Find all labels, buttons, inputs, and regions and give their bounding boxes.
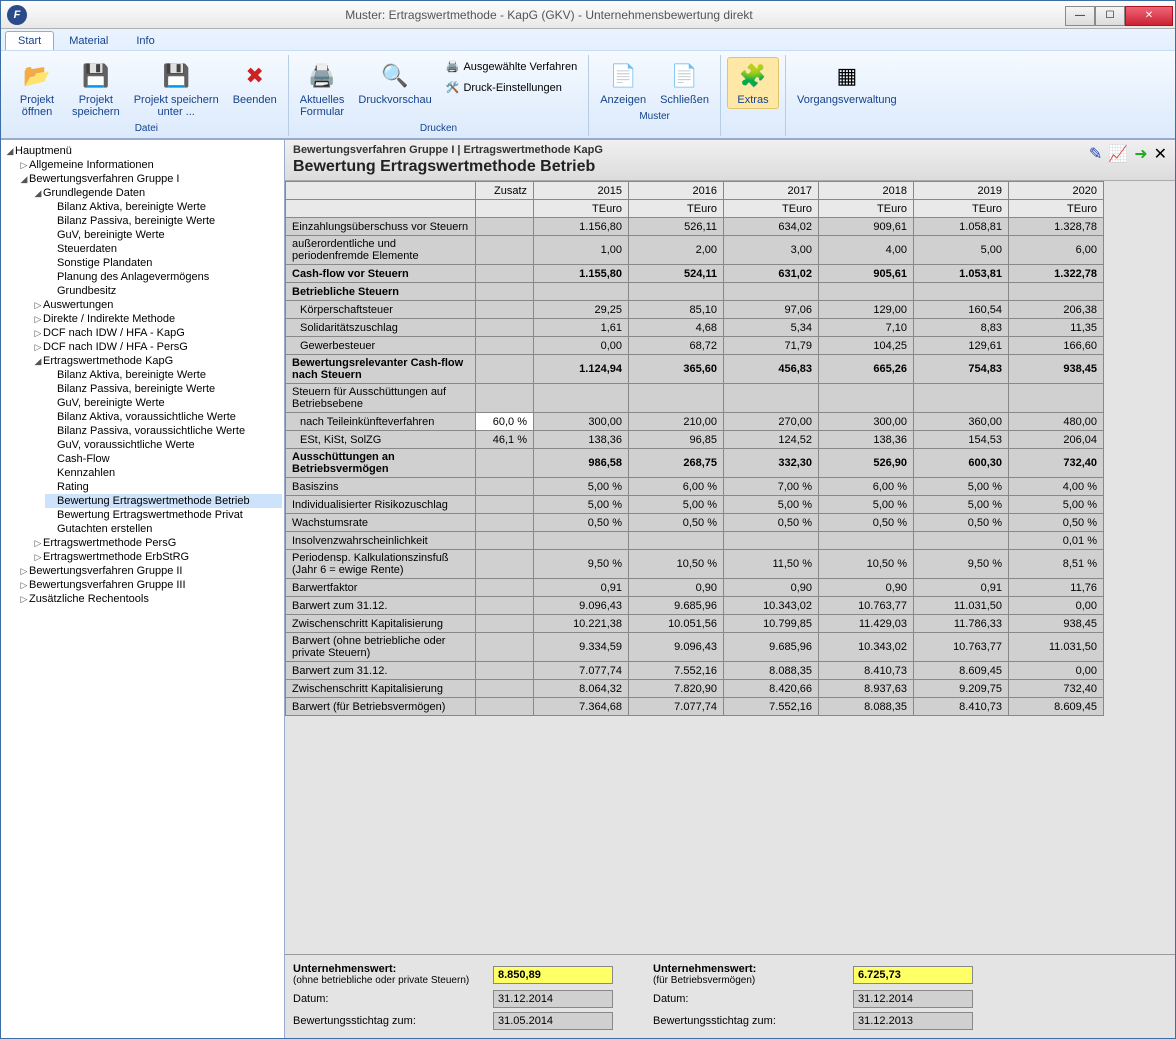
tree-node[interactable]: ▷Ertragswertmethode PersG xyxy=(31,536,282,550)
group-muster: 📄Anzeigen 📄Schließen Muster xyxy=(589,55,721,136)
print-form-button[interactable]: 🖨️AktuellesFormular xyxy=(295,57,350,121)
maximize-button[interactable]: ☐ xyxy=(1095,6,1125,26)
tree-node[interactable]: Cash-Flow xyxy=(45,452,282,466)
tree-node[interactable]: ◢Bewertungsverfahren Gruppe I xyxy=(17,172,282,186)
tree-node[interactable]: Planung des Anlagevermögens xyxy=(45,270,282,284)
gear-icon: 🛠️ xyxy=(446,81,460,94)
app-window: F Muster: Ertragswertmethode - KapG (GKV… xyxy=(0,0,1176,1039)
tree-node[interactable]: ▷Bewertungsverfahren Gruppe III xyxy=(17,578,282,592)
main-content: Bewertungsverfahren Gruppe I | Ertragswe… xyxy=(285,140,1175,1038)
tree-node[interactable]: Bewertung Ertragswertmethode Betrieb xyxy=(45,494,282,508)
quit-icon: ✖ xyxy=(239,60,271,92)
window-title: Muster: Ertragswertmethode - KapG (GKV) … xyxy=(33,8,1065,22)
tree-node[interactable]: Bilanz Passiva, voraussichtliche Werte xyxy=(45,424,282,438)
close-view-icon[interactable]: ✕ xyxy=(1154,144,1167,164)
tree-node[interactable]: Rating xyxy=(45,480,282,494)
vorgang-button[interactable]: ▦Vorgangsverwaltung xyxy=(792,57,902,109)
edit-icon[interactable]: ✎ xyxy=(1089,144,1102,164)
print-small-icon: 🖨️ xyxy=(446,60,460,73)
print-settings-button[interactable]: 🛠️Druck-Einstellungen xyxy=(441,78,582,97)
sidebar-tree[interactable]: ◢Hauptmenü▷Allgemeine Informationen◢Bewe… xyxy=(1,140,285,1038)
tab-material[interactable]: Material xyxy=(56,31,121,50)
titlebar: F Muster: Ertragswertmethode - KapG (GKV… xyxy=(1,1,1175,29)
tree-node[interactable]: ◢Hauptmenü xyxy=(3,144,282,158)
printer-icon: 🖨️ xyxy=(306,60,338,92)
print-selected-button[interactable]: 🖨️Ausgewählte Verfahren xyxy=(441,57,582,76)
tab-info[interactable]: Info xyxy=(123,31,167,50)
tree-node[interactable]: GuV, bereinigte Werte xyxy=(45,396,282,410)
tree-node[interactable]: ▷Allgemeine Informationen xyxy=(17,158,282,172)
export-icon[interactable]: ➜ xyxy=(1134,144,1147,164)
tree-node[interactable]: Bilanz Aktiva, voraussichtliche Werte xyxy=(45,410,282,424)
tree-node[interactable]: GuV, bereinigte Werte xyxy=(45,228,282,242)
tree-node[interactable]: Bilanz Passiva, bereinigte Werte xyxy=(45,214,282,228)
grid-icon: ▦ xyxy=(831,60,863,92)
group-vorgang: ▦Vorgangsverwaltung xyxy=(786,55,908,136)
preview-icon: 🔍 xyxy=(379,60,411,92)
stichtag-right-value: 31.12.2013 xyxy=(853,1012,973,1030)
stichtag-left-value: 31.05.2014 xyxy=(493,1012,613,1030)
tree-node[interactable]: Bilanz Aktiva, bereinigte Werte xyxy=(45,200,282,214)
tree-node[interactable]: Bilanz Passiva, bereinigte Werte xyxy=(45,382,282,396)
close-button[interactable]: ✕ xyxy=(1125,6,1173,26)
tree-node[interactable]: GuV, voraussichtliche Werte xyxy=(45,438,282,452)
datum-left-value: 31.12.2014 xyxy=(493,990,613,1008)
group-drucken: 🖨️AktuellesFormular 🔍Druckvorschau 🖨️Aus… xyxy=(289,55,589,136)
group-extras: 🧩Extras xyxy=(721,55,786,136)
app-icon: F xyxy=(7,5,27,25)
quit-button[interactable]: ✖Beenden xyxy=(228,57,282,121)
tab-start[interactable]: Start xyxy=(5,31,54,50)
save-project-button[interactable]: 💾Projektspeichern xyxy=(67,57,125,121)
ribbon: Start Material Info 📂Projektöffnen 💾Proj… xyxy=(1,29,1175,139)
tree-node[interactable]: Steuerdaten xyxy=(45,242,282,256)
extras-icon: 🧩 xyxy=(737,60,769,92)
tree-node[interactable]: ▷Auswertungen xyxy=(31,298,282,312)
tree-node[interactable]: ▷Bewertungsverfahren Gruppe II xyxy=(17,564,282,578)
tree-node[interactable]: ◢Ertragswertmethode KapG xyxy=(31,354,282,368)
tree-node[interactable]: ◢Grundlegende Daten xyxy=(31,186,282,200)
datum-right-value: 31.12.2014 xyxy=(853,990,973,1008)
save-icon: 💾 xyxy=(80,60,112,92)
tree-node[interactable]: Gutachten erstellen xyxy=(45,522,282,536)
tree-node[interactable]: ▷DCF nach IDW / HFA - PersG xyxy=(31,340,282,354)
show-icon: 📄 xyxy=(607,60,639,92)
uw-right-label: Unternehmenswert: xyxy=(653,963,853,975)
group-datei: 📂Projektöffnen 💾Projektspeichern 💾Projek… xyxy=(5,55,289,136)
minimize-button[interactable]: — xyxy=(1065,6,1095,26)
tree-node[interactable]: Bewertung Ertragswertmethode Privat xyxy=(45,508,282,522)
save-as-button[interactable]: 💾Projekt speichernunter ... xyxy=(129,57,224,121)
valuation-table: Zusatz201520162017201820192020TEuroTEuro… xyxy=(285,181,1104,716)
page-title: Bewertung Ertragswertmethode Betrieb xyxy=(293,158,1089,176)
open-project-button[interactable]: 📂Projektöffnen xyxy=(11,57,63,121)
uw-left-label: Unternehmenswert: xyxy=(293,963,493,975)
tree-node[interactable]: Kennzahlen xyxy=(45,466,282,480)
uw-right-value: 6.725,73 xyxy=(853,966,973,984)
tree-node[interactable]: ▷Ertragswertmethode ErbStRG xyxy=(31,550,282,564)
extras-button[interactable]: 🧩Extras xyxy=(727,57,779,109)
tree-node[interactable]: Bilanz Aktiva, bereinigte Werte xyxy=(45,368,282,382)
uw-left-value: 8.850,89 xyxy=(493,966,613,984)
tree-node[interactable]: ▷Direkte / Indirekte Methode xyxy=(31,312,282,326)
folder-open-icon: 📂 xyxy=(21,60,53,92)
save-as-icon: 💾 xyxy=(160,60,192,92)
tree-node[interactable]: ▷Zusätzliche Rechentools xyxy=(17,592,282,606)
close-doc-icon: 📄 xyxy=(669,60,701,92)
tree-node[interactable]: ▷DCF nach IDW / HFA - KapG xyxy=(31,326,282,340)
breadcrumb: Bewertungsverfahren Gruppe I | Ertragswe… xyxy=(293,144,1089,156)
print-preview-button[interactable]: 🔍Druckvorschau xyxy=(353,57,436,121)
tree-node[interactable]: Sonstige Plandaten xyxy=(45,256,282,270)
tree-node[interactable]: Grundbesitz xyxy=(45,284,282,298)
chart-icon[interactable]: 📈 xyxy=(1108,144,1128,164)
muster-show-button[interactable]: 📄Anzeigen xyxy=(595,57,651,109)
muster-close-button[interactable]: 📄Schließen xyxy=(655,57,714,109)
footer-summary: Unternehmenswert:(ohne betriebliche oder… xyxy=(285,954,1175,1038)
